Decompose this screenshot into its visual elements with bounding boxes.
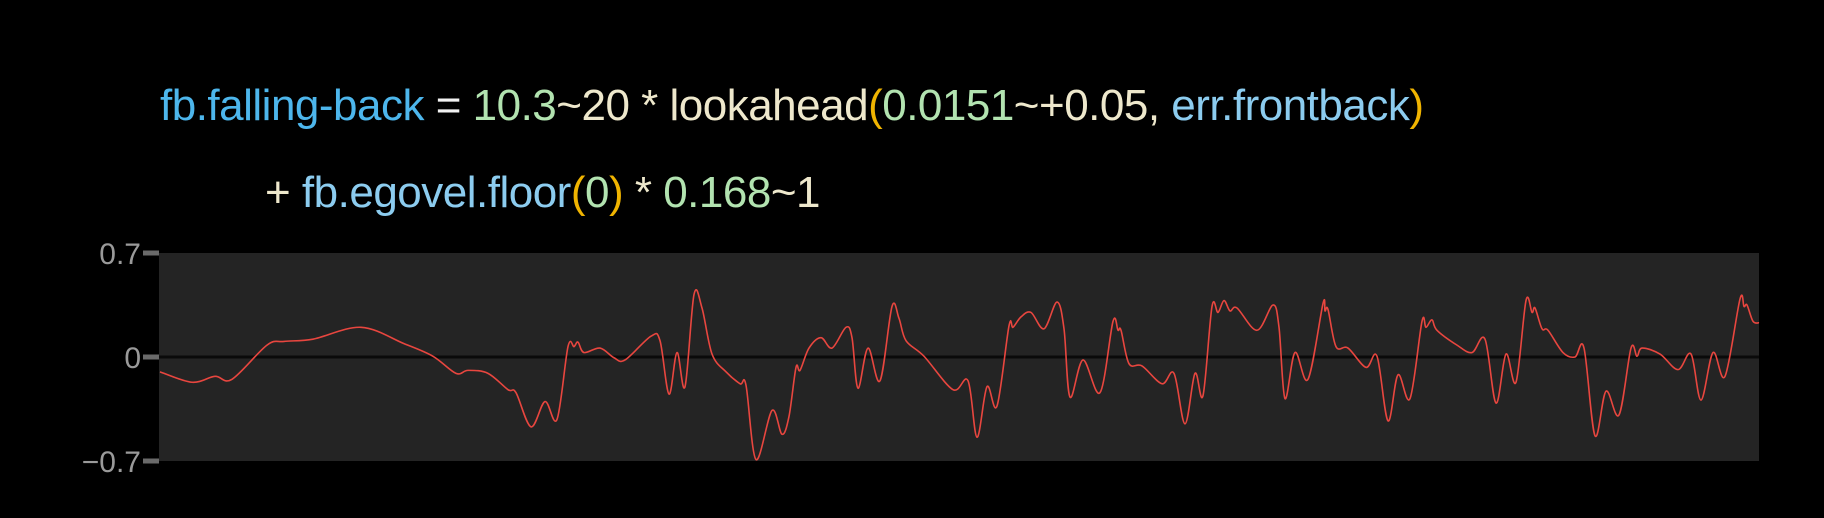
formula-token-ident: fb.egovel.floor (301, 168, 571, 217)
formula-token-num: 0.0151 (882, 81, 1014, 130)
formula-token-op: + (265, 168, 302, 217)
formula-token-eq: = (423, 81, 473, 130)
y-tick-mark (143, 250, 159, 256)
y-tick-mark (143, 354, 159, 360)
y-tick-mark (143, 458, 159, 464)
formula-token-num: 0 (584, 168, 609, 217)
formula-token-op: ~1 (770, 168, 821, 217)
formula-token-paren: ) (1409, 81, 1424, 130)
formula-line-1: fb.falling-back = 10.3~20 * lookahead(0.… (160, 80, 1424, 132)
formula-token-op: ~+0.05, (1013, 81, 1172, 130)
y-tick-label: −0.7 (82, 446, 141, 479)
formula-token-paren: ) (608, 168, 624, 217)
formula-token-paren: ( (868, 81, 883, 130)
formula-line-2: + fb.egovel.floor(0) * 0.168~1 (265, 167, 820, 219)
formula-token-op: * (623, 168, 664, 217)
formula-token-ident: err.frontback (1171, 81, 1410, 130)
series-line (159, 288, 1760, 461)
formula-token-num: 0.168 (663, 168, 771, 217)
formula-token-op: ~20 * lookahead (556, 81, 869, 130)
formula-token-paren: ( (570, 168, 586, 217)
formula-token-ident-main: fb.falling-back (160, 81, 424, 130)
formula-token-num: 10.3 (472, 81, 557, 130)
y-tick-label: 0.7 (99, 238, 141, 271)
y-tick-label: 0 (124, 342, 141, 375)
